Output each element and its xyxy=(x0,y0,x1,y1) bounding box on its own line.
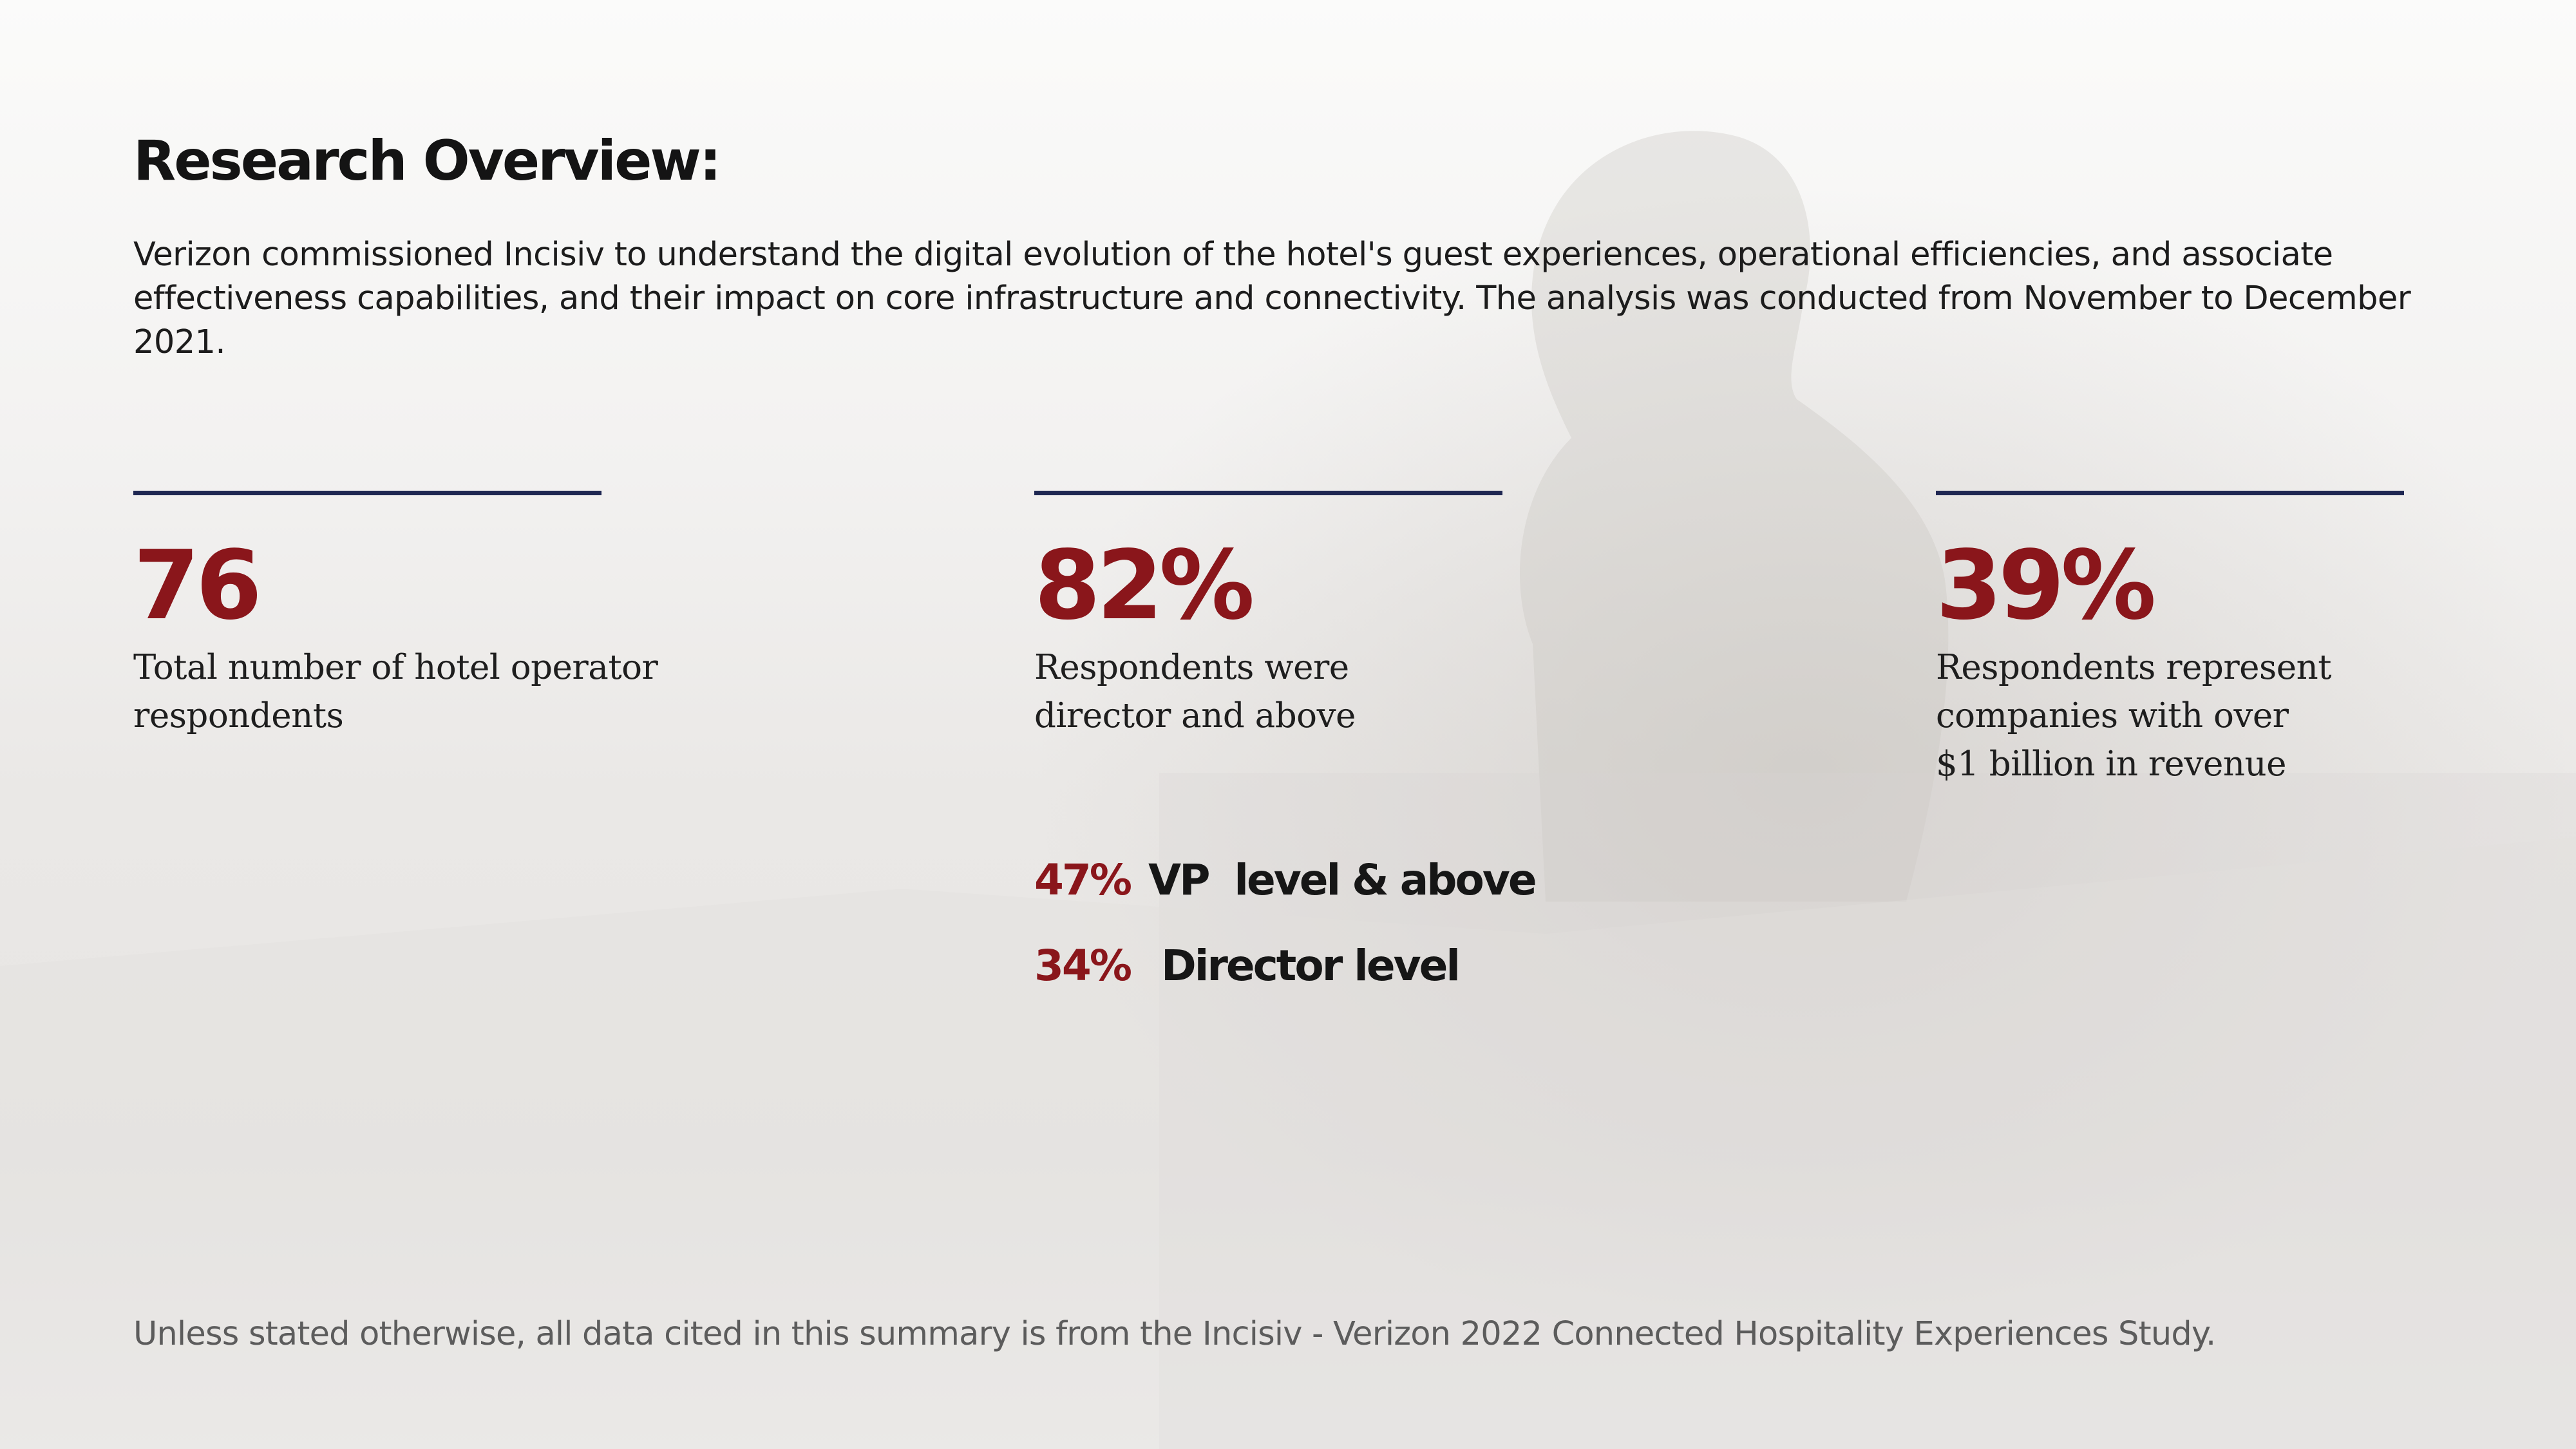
stat-billion-revenue: 39% Respondents represent companies with… xyxy=(1936,491,2515,788)
stat-value: 76 xyxy=(133,530,262,641)
intro-line: effectiveness capabilities, and their im… xyxy=(133,279,2411,317)
stat-description-line: Total number of hotel operator xyxy=(133,648,658,687)
stat-description-line: director and above xyxy=(1034,696,1356,735)
stat-divider xyxy=(1034,491,1502,495)
stat-description: Total number of hotel operator responden… xyxy=(133,643,713,740)
stat-description-line: companies with over xyxy=(1936,696,2289,735)
seniority-breakdown: 47% VP level & above 34% Director level xyxy=(1034,837,1537,1009)
intro-line: Verizon commissioned Incisiv to understa… xyxy=(133,236,2333,274)
breakdown-percent: 47% xyxy=(1034,855,1132,905)
stat-description: Respondents were director and above xyxy=(1034,643,1614,740)
breakdown-percent: 34% xyxy=(1034,941,1132,990)
breakdown-row-director: 34% Director level xyxy=(1034,923,1535,1009)
stat-description: Respondents represent companies with ove… xyxy=(1936,643,2515,788)
breakdown-row-vp: 47% VP level & above xyxy=(1034,837,1537,923)
stat-value: 82% xyxy=(1034,530,1255,641)
stat-divider xyxy=(1936,491,2404,495)
stat-divider xyxy=(133,491,601,495)
page-title: Research Overview: xyxy=(133,129,721,193)
stat-description-line: respondents xyxy=(133,696,344,735)
breakdown-label: VP level & above xyxy=(1148,855,1537,905)
breakdown-label: Director level xyxy=(1148,941,1461,990)
intro-paragraph: Verizon commissioned Incisiv to understa… xyxy=(133,233,2426,365)
stat-director-and-above: 82% Respondents were director and above xyxy=(1034,491,1614,740)
stat-description-line: Respondents represent xyxy=(1936,648,2332,687)
stat-description-line: $1 billion in revenue xyxy=(1936,744,2286,784)
intro-line: 2021. xyxy=(133,323,226,361)
stat-value: 39% xyxy=(1936,530,2156,641)
stat-description-line: Respondents were xyxy=(1034,648,1349,687)
stat-respondents-total: 76 Total number of hotel operator respon… xyxy=(133,491,713,740)
source-footnote: Unless stated otherwise, all data cited … xyxy=(133,1315,2216,1353)
